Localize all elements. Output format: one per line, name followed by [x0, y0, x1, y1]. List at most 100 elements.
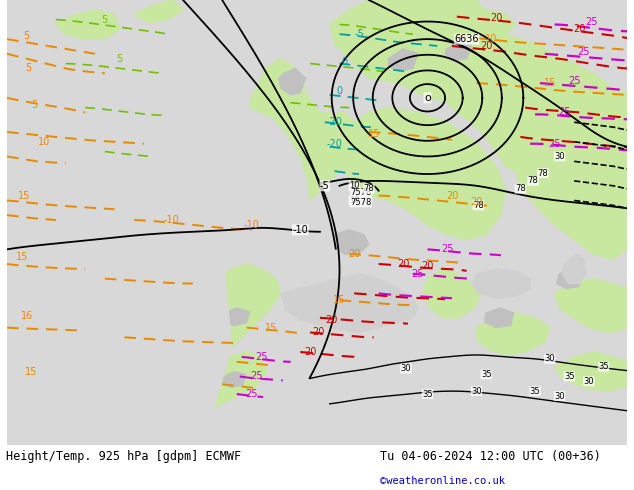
- Text: 15: 15: [265, 322, 277, 333]
- Polygon shape: [7, 64, 232, 445]
- Polygon shape: [207, 352, 266, 406]
- Text: 25: 25: [578, 47, 590, 57]
- Text: 15: 15: [25, 367, 37, 377]
- Polygon shape: [281, 274, 418, 333]
- Polygon shape: [210, 264, 281, 347]
- Polygon shape: [555, 279, 627, 333]
- Polygon shape: [442, 34, 627, 171]
- Text: 30: 30: [471, 387, 482, 395]
- Text: 5: 5: [117, 54, 122, 64]
- Text: Tu 04-06-2024 12:00 UTC (00+36): Tu 04-06-2024 12:00 UTC (00+36): [380, 450, 601, 463]
- Text: 78: 78: [363, 184, 374, 193]
- Polygon shape: [279, 69, 305, 95]
- Text: 30: 30: [583, 377, 594, 386]
- Text: 15: 15: [543, 78, 556, 88]
- Text: 5: 5: [23, 31, 30, 41]
- Text: 35: 35: [422, 390, 433, 398]
- Polygon shape: [472, 269, 530, 298]
- Text: 10: 10: [349, 196, 359, 205]
- Text: 20: 20: [312, 327, 324, 338]
- Text: 20: 20: [470, 197, 482, 207]
- Text: 20: 20: [325, 315, 338, 325]
- Text: 20: 20: [480, 41, 493, 51]
- Polygon shape: [354, 0, 515, 103]
- Text: 7578: 7578: [351, 198, 372, 207]
- Text: 20: 20: [446, 191, 458, 200]
- Text: 15: 15: [368, 129, 380, 139]
- Polygon shape: [562, 254, 586, 284]
- Polygon shape: [250, 83, 263, 108]
- Polygon shape: [259, 59, 305, 132]
- Text: 25: 25: [250, 371, 262, 382]
- Text: 25: 25: [558, 107, 571, 118]
- Text: 78: 78: [473, 201, 484, 210]
- Text: -10: -10: [292, 225, 308, 235]
- Text: 35: 35: [598, 362, 609, 371]
- Polygon shape: [427, 10, 515, 44]
- Text: 0: 0: [341, 57, 347, 67]
- Text: 15: 15: [18, 191, 31, 200]
- Text: 78: 78: [538, 169, 548, 177]
- Text: 25: 25: [255, 352, 268, 362]
- Text: 6636: 6636: [455, 34, 479, 44]
- Text: -10: -10: [164, 215, 179, 225]
- Text: 5: 5: [25, 63, 32, 74]
- Text: 20: 20: [304, 347, 316, 357]
- Polygon shape: [555, 352, 627, 391]
- Text: 25: 25: [441, 245, 453, 254]
- Text: 25: 25: [411, 269, 424, 279]
- Text: 20: 20: [348, 249, 360, 259]
- Polygon shape: [557, 269, 582, 289]
- Text: 25: 25: [548, 139, 561, 149]
- Polygon shape: [484, 308, 514, 328]
- Polygon shape: [445, 39, 472, 61]
- Polygon shape: [423, 269, 481, 318]
- Text: ©weatheronline.co.uk: ©weatheronline.co.uk: [380, 476, 505, 486]
- Text: 35: 35: [530, 387, 540, 395]
- Text: 20: 20: [422, 261, 434, 271]
- Text: 5: 5: [101, 15, 108, 24]
- Polygon shape: [222, 308, 250, 326]
- Text: 20: 20: [397, 259, 409, 269]
- Text: 10: 10: [485, 34, 497, 44]
- Text: 20: 20: [573, 24, 585, 34]
- Text: 0: 0: [337, 86, 342, 96]
- Text: 5: 5: [31, 99, 37, 110]
- Text: 25: 25: [586, 18, 598, 27]
- Text: 7578: 7578: [351, 188, 372, 197]
- Text: -20: -20: [327, 139, 342, 149]
- Text: -5: -5: [354, 29, 364, 39]
- Polygon shape: [56, 10, 119, 39]
- Text: 15: 15: [15, 252, 28, 262]
- Polygon shape: [271, 93, 359, 200]
- Text: 35: 35: [481, 370, 491, 379]
- Polygon shape: [476, 313, 550, 355]
- Text: 20: 20: [489, 13, 502, 23]
- Polygon shape: [389, 49, 418, 72]
- Polygon shape: [310, 78, 359, 112]
- Text: 10: 10: [38, 137, 50, 147]
- Text: o: o: [424, 93, 431, 103]
- Text: 15: 15: [333, 295, 346, 305]
- Text: 30: 30: [554, 152, 565, 161]
- Polygon shape: [515, 93, 627, 259]
- Text: 30: 30: [554, 392, 565, 400]
- Text: 25: 25: [568, 76, 580, 86]
- Polygon shape: [221, 371, 245, 387]
- Polygon shape: [330, 0, 398, 64]
- Text: 30: 30: [545, 354, 555, 364]
- Polygon shape: [198, 352, 266, 416]
- Polygon shape: [250, 59, 305, 132]
- Polygon shape: [344, 108, 506, 240]
- Text: -20: -20: [327, 117, 342, 127]
- Text: 16: 16: [20, 311, 33, 321]
- Text: Height/Temp. 925 hPa [gdpm] ECMWF: Height/Temp. 925 hPa [gdpm] ECMWF: [6, 450, 242, 463]
- Text: 30: 30: [401, 364, 411, 373]
- Text: 35: 35: [564, 372, 574, 381]
- Text: -10: -10: [243, 220, 259, 230]
- Polygon shape: [335, 230, 369, 254]
- Text: 78: 78: [527, 176, 538, 185]
- Text: -5: -5: [320, 181, 330, 191]
- Text: 78: 78: [515, 184, 526, 193]
- Text: 25: 25: [245, 389, 258, 399]
